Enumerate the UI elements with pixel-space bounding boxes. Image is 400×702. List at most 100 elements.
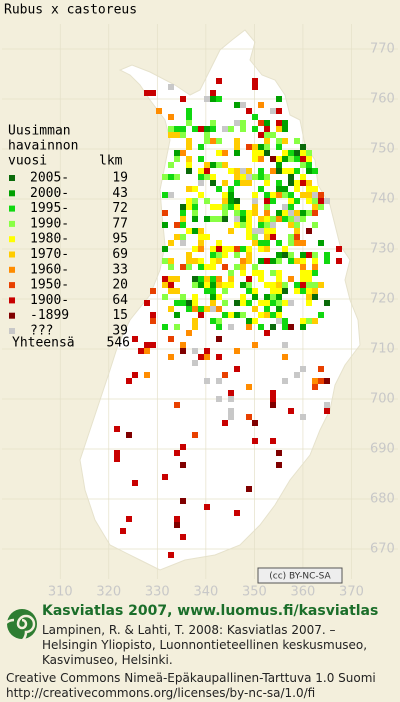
- record-square: [306, 156, 312, 162]
- record-square: [234, 174, 240, 180]
- record-square: [240, 300, 246, 306]
- y-tick-label: 760: [370, 92, 395, 107]
- record-square: [252, 174, 258, 180]
- record-square: [312, 222, 318, 228]
- record-square: [174, 150, 180, 156]
- record-square: [234, 312, 240, 318]
- record-square: [132, 480, 138, 486]
- record-square: [246, 318, 252, 324]
- license-badge: [257, 567, 343, 584]
- record-square: [234, 348, 240, 354]
- legend-label: -1899: [30, 308, 69, 323]
- record-square: [204, 162, 210, 168]
- record-square: [306, 276, 312, 282]
- record-square: [234, 216, 240, 222]
- license-line: http://creativecommons.org/licenses/by-n…: [6, 686, 316, 700]
- record-square: [216, 306, 222, 312]
- record-square: [204, 504, 210, 510]
- record-square: [180, 132, 186, 138]
- record-square: [234, 144, 240, 150]
- record-square: [168, 126, 174, 132]
- legend-heading: havainnon: [8, 139, 78, 154]
- record-square: [198, 240, 204, 246]
- record-square: [150, 90, 156, 96]
- record-square: [324, 198, 330, 204]
- record-square: [210, 306, 216, 312]
- record-square: [282, 138, 288, 144]
- record-square: [234, 222, 240, 228]
- record-square: [222, 192, 228, 198]
- record-square: [222, 210, 228, 216]
- record-square: [192, 186, 198, 192]
- record-square: [234, 180, 240, 186]
- record-square: [186, 198, 192, 204]
- record-square: [258, 144, 264, 150]
- record-square: [210, 300, 216, 306]
- record-square: [264, 210, 270, 216]
- record-square: [186, 162, 192, 168]
- record-square: [210, 258, 216, 264]
- legend-swatch: [9, 175, 15, 181]
- record-square: [246, 180, 252, 186]
- legend-swatch: [9, 190, 15, 197]
- record-square: [312, 204, 318, 210]
- record-square: [294, 216, 300, 222]
- record-square: [198, 180, 204, 186]
- record-square: [264, 306, 270, 312]
- record-square: [294, 282, 300, 288]
- record-square: [294, 258, 300, 264]
- record-square: [294, 210, 300, 216]
- record-square: [210, 174, 216, 180]
- record-square: [264, 258, 270, 264]
- record-square: [264, 180, 270, 186]
- record-square: [150, 312, 156, 318]
- y-tick-label: 690: [370, 442, 395, 457]
- record-square: [210, 276, 216, 282]
- record-square: [240, 258, 246, 264]
- record-square: [228, 324, 234, 330]
- record-square: [240, 282, 246, 288]
- record-square: [198, 264, 204, 270]
- record-square: [228, 276, 234, 282]
- record-square: [204, 348, 210, 354]
- record-square: [192, 228, 198, 234]
- legend-label: 1960-: [30, 262, 69, 277]
- record-square: [198, 276, 204, 282]
- record-square: [186, 306, 192, 312]
- record-square: [240, 264, 246, 270]
- record-square: [282, 354, 288, 360]
- record-square: [252, 198, 258, 204]
- record-square: [276, 96, 282, 102]
- record-square: [126, 432, 132, 438]
- record-square: [216, 318, 222, 324]
- record-square: [264, 234, 270, 240]
- record-square: [204, 276, 210, 282]
- record-square: [162, 324, 168, 330]
- record-square: [210, 318, 216, 324]
- record-square: [252, 144, 258, 150]
- record-square: [276, 294, 282, 300]
- record-square: [276, 120, 282, 126]
- record-square: [234, 150, 240, 156]
- record-square: [228, 408, 234, 414]
- record-square: [246, 258, 252, 264]
- record-square: [210, 138, 216, 144]
- record-square: [180, 342, 186, 348]
- record-square: [276, 282, 282, 288]
- record-square: [198, 306, 204, 312]
- record-square: [186, 330, 192, 336]
- record-square: [282, 252, 288, 258]
- record-square: [282, 324, 288, 330]
- record-square: [300, 270, 306, 276]
- record-square: [276, 462, 282, 468]
- record-square: [186, 114, 192, 120]
- record-square: [216, 240, 222, 246]
- record-square: [318, 240, 324, 246]
- legend-label: 2000-: [30, 186, 69, 201]
- record-square: [216, 258, 222, 264]
- record-square: [162, 258, 168, 264]
- record-square: [234, 204, 240, 210]
- record-square: [222, 150, 228, 156]
- record-square: [174, 222, 180, 228]
- record-square: [234, 366, 240, 372]
